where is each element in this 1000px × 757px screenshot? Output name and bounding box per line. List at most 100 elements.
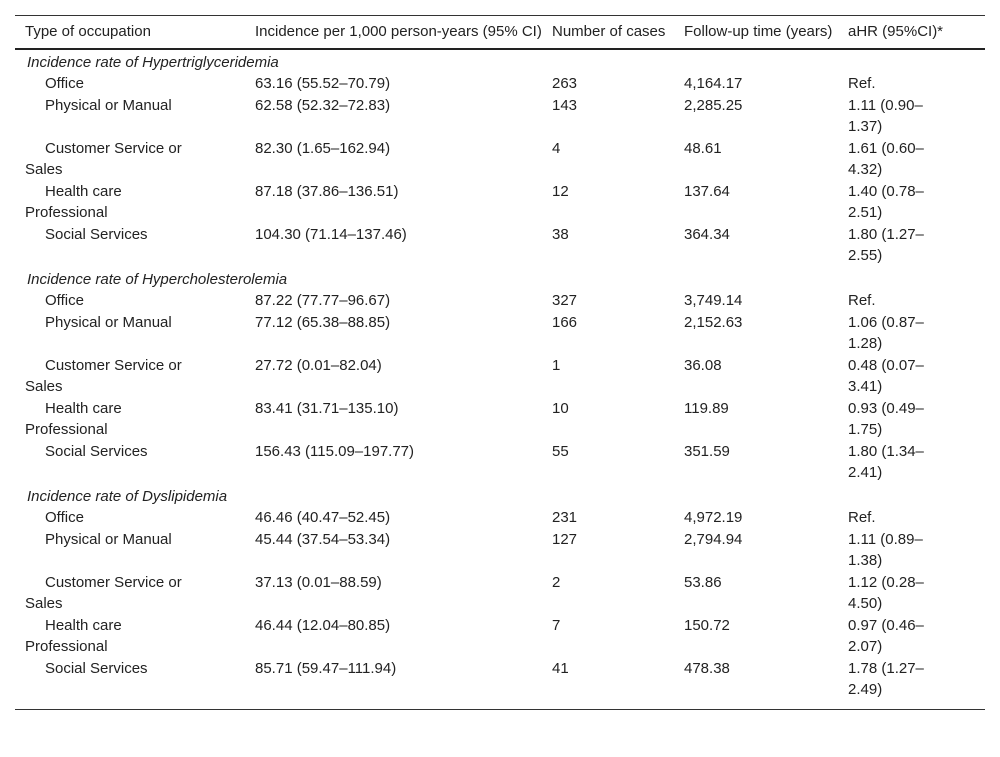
table-cell: 127 — [552, 530, 578, 548]
table-cell: Health care Professional — [25, 616, 122, 656]
table-cell: 137.64 — [684, 182, 730, 200]
table-cell: 150.72 — [684, 616, 730, 634]
table-cell: 2,285.25 — [684, 96, 743, 114]
table-cell: 46.44 (12.04–80.85) — [255, 616, 391, 634]
data-row: Health care Professional 46.44 (12.04–80.… — [15, 615, 985, 658]
table-body: Incidence rate of Hypertriglyceridemia Of… — [15, 49, 985, 710]
table-cell: 87.18 (37.86–136.51) — [255, 182, 399, 200]
data-row: Physical or Manual 62.58 (52.32–72.83) 143… — [15, 95, 985, 138]
table-cell: 1.11 (0.89–1.38) — [848, 530, 923, 570]
table-cell: 10 — [552, 399, 569, 417]
table-cell: 45.44 (37.54–53.34) — [255, 530, 391, 548]
table-cell: Physical or Manual — [45, 530, 172, 548]
column-header: Incidence per 1,000 person-years (95% CI… — [255, 15, 552, 50]
table-cell: 1.12 (0.28–4.50) — [848, 573, 924, 613]
data-table: Type of occupation Incidence per 1,000 pe… — [15, 15, 985, 710]
data-row: Office 87.22 (77.77–96.67) 327 3,749.14 Ref. — [15, 290, 985, 312]
table-cell: 364.34 — [684, 225, 730, 243]
data-row: Customer Service or Sales 37.13 (0.01–88.… — [15, 572, 985, 615]
table-cell: Office — [45, 509, 84, 526]
table-cell: 82.30 (1.65–162.94) — [255, 139, 391, 157]
table-cell: 1 — [552, 356, 561, 374]
table-cell: 4,972.19 — [684, 509, 743, 526]
table-cell: Social Services — [15, 657, 255, 710]
table-cell: 3,749.14 — [684, 292, 743, 309]
section-row: Incidence rate of Hypertriglyceridemia — [15, 49, 985, 74]
data-row: Social Services 156.43 (115.09–197.77) 55 3… — [15, 441, 985, 484]
table-cell: Physical or Manual — [45, 96, 172, 114]
table-cell: 36.08 — [684, 356, 722, 374]
table-cell: 41 — [552, 657, 684, 710]
table-cell: Physical or Manual — [45, 313, 172, 331]
table-header: Type of occupation Incidence per 1,000 pe… — [15, 15, 985, 50]
table-cell: 1.80 (1.34–2.41) — [848, 442, 924, 482]
table-cell: 63.16 (55.52–70.79) — [255, 75, 391, 92]
header-row: Type of occupation Incidence per 1,000 pe… — [15, 15, 985, 50]
table-cell: 46.46 (40.47–52.45) — [255, 509, 391, 526]
table-cell: 48.61 — [684, 139, 722, 157]
table-cell: 83.41 (31.71–135.10) — [255, 399, 399, 417]
table-cell: 231 — [552, 509, 578, 526]
table-cell: 37.13 (0.01–88.59) — [255, 573, 382, 591]
section-title: Incidence rate of Dyslipidemia — [27, 487, 228, 505]
table-cell: 1.06 (0.87–1.28) — [848, 313, 924, 353]
table-cell: 351.59 — [684, 442, 730, 460]
table-cell: 478.38 — [684, 657, 848, 710]
table-cell: 156.43 (115.09–197.77) — [255, 442, 415, 460]
table-cell: Social Services — [45, 225, 148, 243]
table-cell: 4,164.17 — [684, 75, 743, 92]
data-row: Office 63.16 (55.52–70.79) 263 4,164.17 Ref. — [15, 73, 985, 95]
table-cell: 12 — [552, 182, 569, 200]
data-row: Customer Service or Sales 82.30 (1.65–162… — [15, 138, 985, 181]
table-cell: 0.93 (0.49–1.75) — [848, 399, 924, 439]
table-cell: 2,152.63 — [684, 313, 743, 331]
table-cell: Health care Professional — [25, 399, 122, 439]
table-cell: Customer Service or Sales — [25, 356, 182, 396]
table-cell: 53.86 — [684, 573, 722, 591]
table-cell: 77.12 (65.38–88.85) — [255, 313, 391, 331]
table-cell: 7 — [552, 616, 561, 634]
table-container: Type of occupation Incidence per 1,000 pe… — [15, 15, 985, 710]
table-cell: 1.11 (0.90–1.37) — [848, 96, 923, 136]
table-cell: Customer Service or Sales — [25, 139, 182, 179]
table-cell: 55 — [552, 442, 569, 460]
column-header: Type of occupation — [15, 15, 255, 50]
data-row: Physical or Manual 45.44 (37.54–53.34) 127… — [15, 529, 985, 572]
table-cell: 143 — [552, 96, 578, 114]
table-cell: Ref. — [848, 292, 876, 309]
data-row: Social Services 104.30 (71.14–137.46) 38 36… — [15, 224, 985, 267]
table-cell: 119.89 — [684, 399, 729, 417]
table-cell: 2,794.94 — [684, 530, 743, 548]
table-cell: Office — [45, 292, 84, 309]
table-cell: 263 — [552, 75, 578, 92]
data-row: Health care Professional 87.18 (37.86–136… — [15, 181, 985, 224]
table-cell: 0.48 (0.07–3.41) — [848, 356, 924, 396]
data-row: Physical or Manual 77.12 (65.38–88.85) 166… — [15, 312, 985, 355]
table-cell: 1.61 (0.60–4.32) — [848, 139, 924, 179]
table-cell: 1.80 (1.27–2.55) — [848, 225, 924, 265]
table-cell: 38 — [552, 225, 569, 243]
table-cell: Customer Service or Sales — [25, 573, 182, 613]
table-cell: 85.71 (59.47–111.94) — [255, 657, 552, 710]
table-cell: Social Services — [45, 442, 148, 460]
data-row: Office 46.46 (40.47–52.45) 231 4,972.19 Ref. — [15, 507, 985, 529]
table-cell: Ref. — [848, 75, 876, 92]
table-cell: 4 — [552, 139, 561, 157]
table-cell: Ref. — [848, 509, 876, 526]
table-cell: Office — [45, 75, 84, 92]
table-cell: 27.72 (0.01–82.04) — [255, 356, 382, 374]
table-cell: 327 — [552, 292, 578, 309]
column-header: Number of cases — [552, 15, 684, 50]
data-row: Health care Professional 83.41 (31.71–135… — [15, 398, 985, 441]
section-row: Incidence rate of Dyslipidemia — [15, 484, 985, 508]
table-cell: 0.97 (0.46–2.07) — [848, 616, 924, 656]
table-cell: 87.22 (77.77–96.67) — [255, 292, 391, 309]
table-cell: 166 — [552, 313, 578, 331]
table-cell: 62.58 (52.32–72.83) — [255, 96, 391, 114]
section-row: Incidence rate of Hypercholesterolemia — [15, 267, 985, 291]
table-cell: 1.40 (0.78–2.51) — [848, 182, 924, 222]
table-cell: 2 — [552, 573, 561, 591]
column-header: aHR (95%CI)* — [848, 15, 985, 50]
table-cell: 104.30 (71.14–137.46) — [255, 225, 407, 243]
